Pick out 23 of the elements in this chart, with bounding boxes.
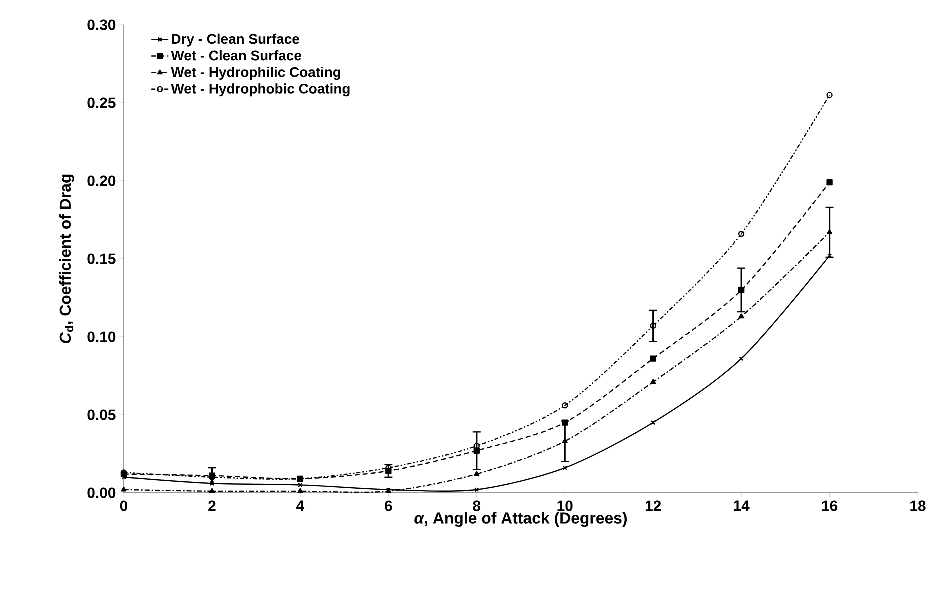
y-tick-label: 0.20 bbox=[88, 176, 116, 186]
legend-label: Dry - Clean Surface bbox=[172, 34, 300, 47]
y-tick-label: 0.10 bbox=[88, 332, 116, 342]
x-tick-label: 0 bbox=[120, 500, 128, 512]
x-tick-label: 14 bbox=[734, 500, 750, 512]
y-tick-label: 0.05 bbox=[88, 410, 116, 420]
x-tick-label: 8 bbox=[473, 500, 481, 512]
y-tick-label: 0.30 bbox=[88, 20, 116, 30]
y-tick-label: 0.15 bbox=[88, 254, 116, 264]
x-tick-label: 4 bbox=[296, 500, 305, 512]
x-tick-label: 2 bbox=[208, 500, 216, 512]
y-tick-label: 0.00 bbox=[88, 488, 116, 498]
x-tick-label: 16 bbox=[822, 500, 838, 512]
x-axis-title: α, Angle of Attack (Degrees) bbox=[414, 512, 627, 528]
y-axis-title: C$_{d}$, Coefficient of Drag bbox=[59, 174, 74, 344]
x-tick-label: 18 bbox=[910, 500, 926, 512]
legend-label: Wet - Hydrophilic Coating bbox=[171, 67, 340, 80]
x-tick-label: 10 bbox=[558, 500, 573, 512]
x-tick-label: 6 bbox=[385, 500, 392, 512]
legend-label: Wet - Clean Surface bbox=[171, 50, 302, 61]
legend-label: Wet - Hydrophobic Coating bbox=[171, 84, 350, 97]
x-tick-label: 12 bbox=[646, 500, 662, 512]
y-tick-label: 0.25 bbox=[88, 98, 116, 108]
